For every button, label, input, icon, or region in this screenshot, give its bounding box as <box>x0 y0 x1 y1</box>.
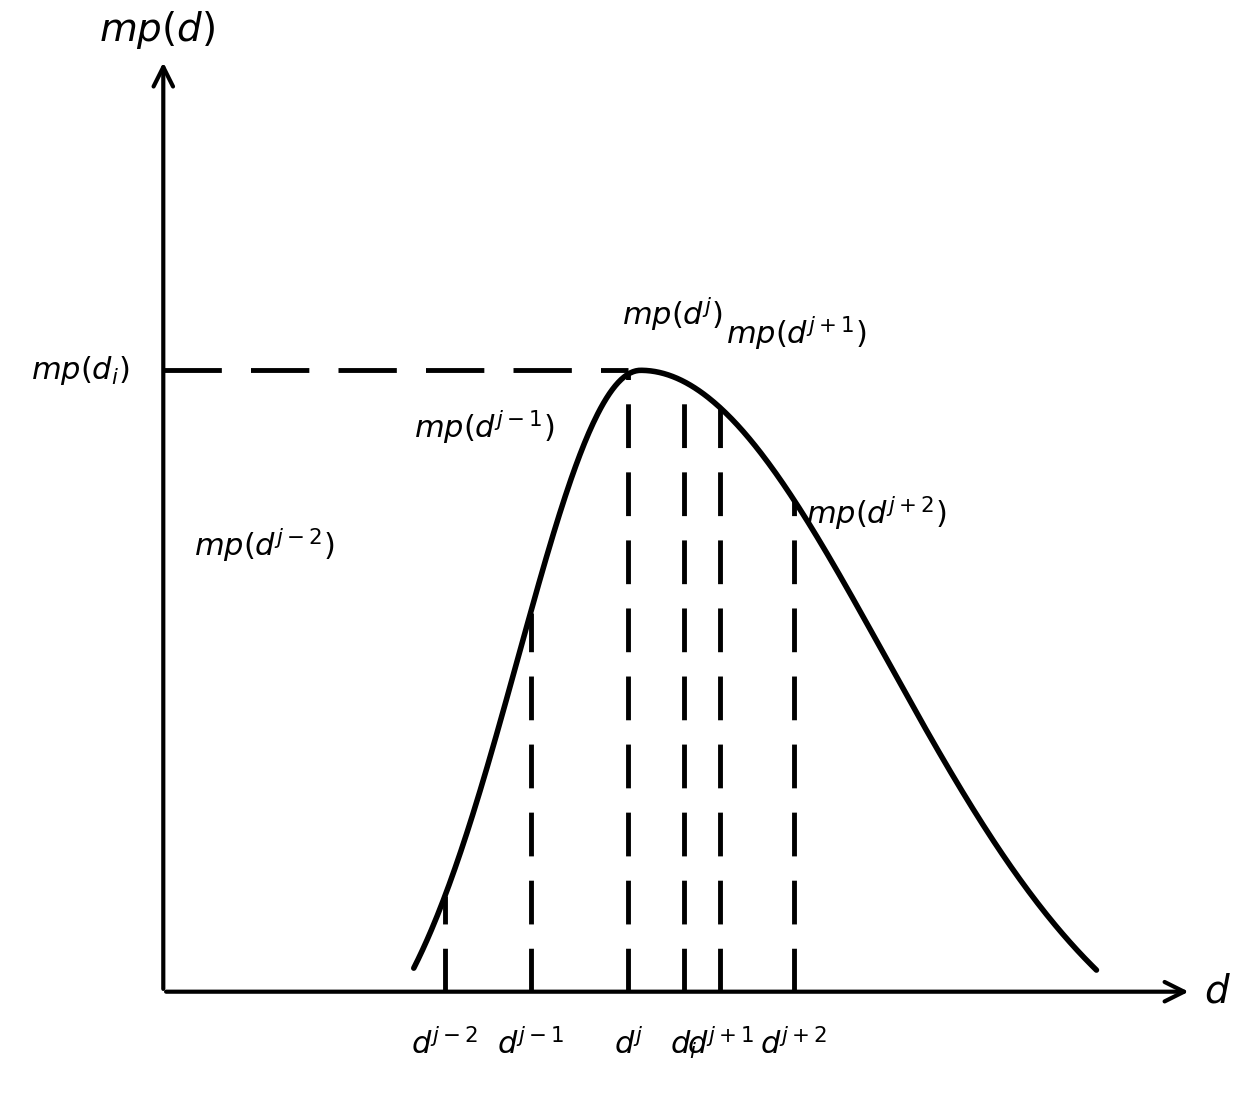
Text: $d^{j+2}$: $d^{j+2}$ <box>760 1029 827 1061</box>
Text: $mp(d^{j+2})$: $mp(d^{j+2})$ <box>806 493 946 532</box>
Text: $mp(d)$: $mp(d)$ <box>99 9 216 51</box>
Text: $mp(d^j)$: $mp(d^j)$ <box>622 295 723 333</box>
Text: $d^{j-2}$: $d^{j-2}$ <box>412 1029 479 1061</box>
Text: $mp(d^{j-1})$: $mp(d^{j-1})$ <box>414 408 554 446</box>
Text: $d^{j}$: $d^{j}$ <box>614 1029 644 1061</box>
Text: $d_i$: $d_i$ <box>670 1029 697 1061</box>
Text: $d^{j-1}$: $d^{j-1}$ <box>497 1029 564 1061</box>
Text: $mp(d^{j+1})$: $mp(d^{j+1})$ <box>727 314 867 352</box>
Text: $mp(d^{j-2})$: $mp(d^{j-2})$ <box>193 526 335 564</box>
Text: $d$: $d$ <box>1204 973 1230 1010</box>
Text: $d^{j+1}$: $d^{j+1}$ <box>687 1029 754 1061</box>
Text: $mp(d_i)$: $mp(d_i)$ <box>31 354 129 387</box>
